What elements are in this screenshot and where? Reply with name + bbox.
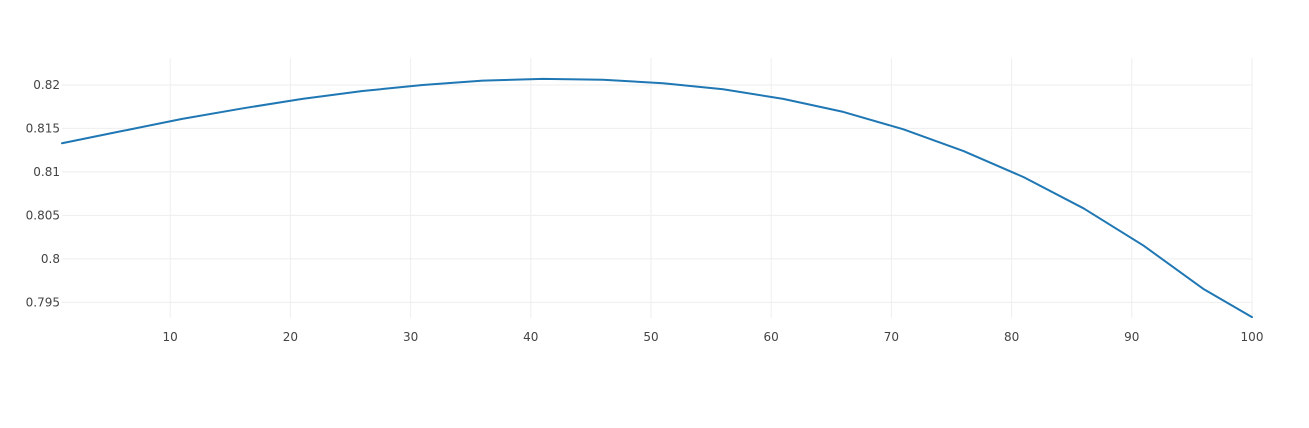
- y-grid-lines: [62, 84, 1252, 303]
- x-tick-label: 70: [884, 330, 899, 344]
- x-tick-label: 40: [523, 330, 538, 344]
- y-tick-label: 0.795: [26, 295, 60, 309]
- x-tick-label: 20: [283, 330, 298, 344]
- x-tick-label: 60: [764, 330, 779, 344]
- y-tick-label: 0.81: [33, 165, 60, 179]
- y-axis-tick-labels: 0.795 0.8 0.805 0.81 0.815 0.82: [26, 78, 60, 309]
- y-tick-label: 0.815: [26, 121, 60, 135]
- y-tick-label: 0.8: [41, 252, 60, 266]
- x-grid-lines: [169, 58, 1253, 318]
- y-tick-label: 0.805: [26, 208, 60, 222]
- x-tick-label: 90: [1124, 330, 1139, 344]
- y-tick-label: 0.82: [33, 78, 60, 92]
- x-axis-tick-labels: 10 20 30 40 50 60 70 80 90 100: [163, 330, 1264, 344]
- series-layer: [61, 77, 1253, 319]
- x-tick-label: 10: [163, 330, 178, 344]
- x-tick-label: 80: [1004, 330, 1019, 344]
- x-tick-label: 30: [403, 330, 418, 344]
- x-tick-label: 50: [643, 330, 658, 344]
- series-line: [61, 77, 1253, 319]
- x-tick-label: 100: [1241, 330, 1264, 344]
